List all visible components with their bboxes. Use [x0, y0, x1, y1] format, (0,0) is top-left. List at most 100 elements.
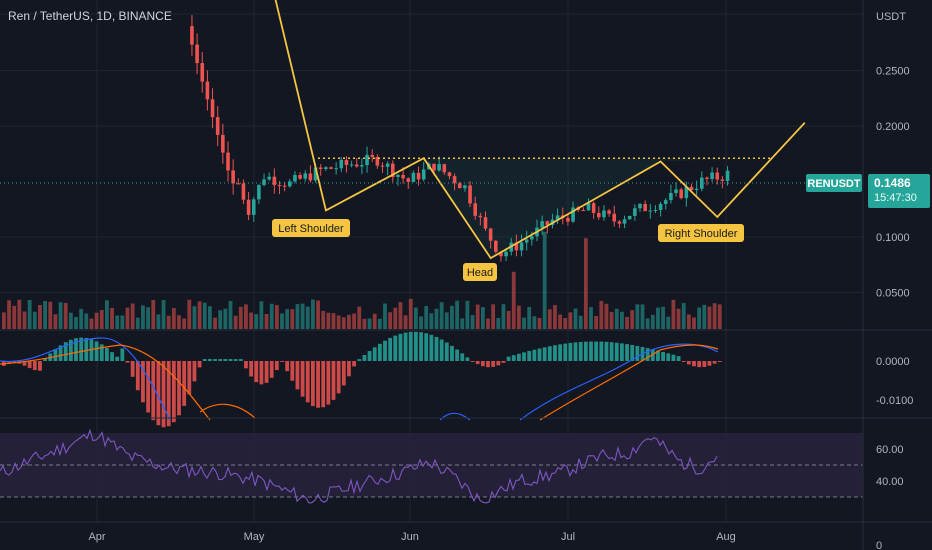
candle — [370, 154, 374, 157]
volume-bar — [645, 318, 650, 329]
volume-bar — [589, 307, 593, 329]
macd-bar — [614, 342, 619, 361]
macd-bar — [697, 361, 702, 368]
macd-bar — [439, 339, 444, 361]
candle — [591, 203, 596, 213]
candle — [421, 169, 426, 180]
macd-bar — [12, 361, 17, 363]
volume-bar — [352, 313, 356, 329]
volume-bar — [604, 303, 609, 329]
volume-bar — [53, 314, 58, 329]
candle — [226, 152, 230, 171]
candle — [488, 228, 493, 241]
volume-bar — [125, 307, 130, 329]
volume-bar — [367, 318, 372, 329]
macd-bar — [532, 349, 537, 361]
macd-bar — [74, 338, 78, 361]
candle — [282, 185, 287, 187]
volume-bar — [537, 317, 542, 329]
volume-bar — [233, 315, 238, 329]
price-tag-countdown: 15:47:30 — [874, 192, 917, 204]
volume-bar — [84, 313, 89, 329]
volume-bar — [712, 303, 717, 329]
price-tick: 0.0500 — [876, 288, 910, 300]
volume-bar — [347, 314, 351, 329]
candle — [473, 203, 477, 216]
volume-bar — [455, 300, 459, 329]
macd-bar — [377, 343, 382, 361]
candle — [401, 174, 405, 179]
macd-bar — [388, 337, 393, 361]
volume-bar — [414, 307, 418, 329]
macd-bar — [455, 349, 459, 361]
candle — [463, 185, 467, 189]
candle — [586, 203, 591, 211]
macd-bar — [135, 361, 140, 391]
candle — [329, 167, 333, 169]
macd-bar — [547, 346, 552, 361]
volume-bar — [254, 314, 259, 329]
volume-bars — [2, 231, 722, 329]
macd-bar — [244, 361, 248, 369]
candle — [195, 44, 199, 64]
volume-bar — [161, 300, 166, 329]
candle — [313, 167, 318, 181]
macd-bar — [141, 361, 145, 403]
candle — [200, 63, 205, 82]
candle — [499, 251, 503, 257]
candle — [694, 188, 699, 191]
volume-bar — [460, 318, 465, 329]
candle — [349, 164, 354, 166]
candle — [432, 163, 436, 171]
macd-bar — [182, 361, 187, 406]
pattern-label-box — [658, 224, 744, 242]
volume-bar — [542, 231, 547, 329]
macd-bar — [527, 351, 532, 361]
volume-bar — [89, 318, 94, 329]
macd-bar — [707, 361, 712, 366]
macd-bar — [450, 345, 454, 361]
volume-bar — [383, 303, 387, 329]
volume-bar — [218, 310, 223, 329]
volume-bar — [439, 302, 444, 329]
macd-bar — [84, 337, 89, 361]
time-tick: May — [244, 531, 265, 543]
pattern-labels: Left Shoulder Head Right Shoulder — [272, 219, 744, 281]
macd-bar — [414, 331, 418, 361]
symbol-tag — [806, 174, 862, 193]
volume-bar — [192, 306, 197, 329]
candle — [684, 186, 689, 199]
volume-bar — [470, 315, 475, 329]
volume-bar — [336, 315, 341, 329]
price-tick: 0.2500 — [876, 66, 910, 78]
macd-bar — [398, 333, 403, 361]
candle — [566, 217, 570, 222]
candle — [190, 26, 194, 45]
candle — [308, 173, 313, 181]
macd-bar — [511, 355, 516, 361]
macd-bar — [702, 361, 707, 367]
candle — [483, 217, 488, 229]
volume-bar — [290, 309, 295, 329]
macd-bar — [341, 361, 346, 386]
candle — [447, 172, 452, 177]
volume-bar — [357, 306, 362, 329]
rsi-tick: 40.00 — [876, 476, 904, 488]
volume-bar — [285, 309, 290, 329]
candle — [658, 203, 663, 210]
volume-bar — [38, 305, 42, 329]
candle — [715, 172, 720, 180]
volume-bar — [311, 299, 315, 329]
volume-bar — [135, 317, 140, 329]
volume-bar — [573, 308, 578, 329]
macd-bar — [362, 355, 367, 361]
candle — [246, 199, 251, 215]
volume-bar — [480, 307, 485, 329]
volume-bar — [321, 310, 326, 329]
volume-bar — [408, 299, 413, 329]
volume-bar — [393, 307, 398, 329]
macd-bar — [68, 339, 73, 361]
signal-line — [0, 344, 211, 421]
macd-bar — [233, 359, 238, 361]
